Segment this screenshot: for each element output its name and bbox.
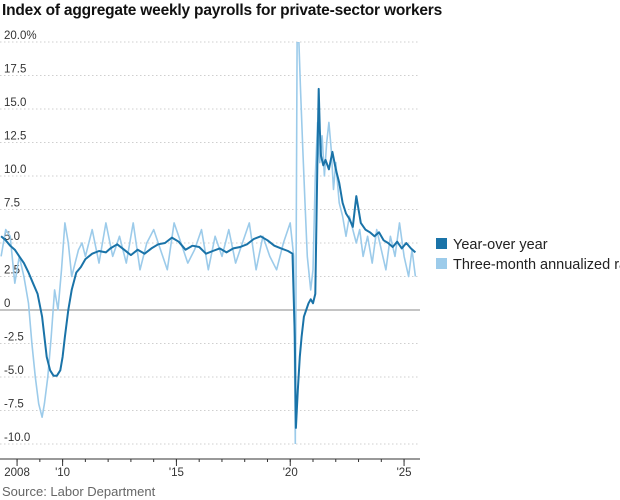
x-tick-label: 2008 — [4, 467, 30, 479]
x-axis: 2008 '10 '15 '20 '25 — [0, 458, 420, 479]
chart-title: Index of aggregate weekly payrolls for p… — [2, 2, 443, 19]
y-tick-label: -7.5 — [4, 399, 24, 411]
x-tick-label: '20 — [283, 467, 298, 479]
y-tick-label: 12.5 — [4, 131, 26, 143]
y-tick-label: 10.0 — [4, 164, 26, 176]
legend-swatch-three_month — [436, 258, 447, 269]
y-tick-label: -5.0 — [4, 365, 24, 377]
series-line-yoy — [0, 87, 417, 429]
y-tick-label: -2.5 — [4, 332, 24, 344]
legend-label-three_month: Three-month annualized rate — [453, 257, 620, 273]
y-tick-label: 7.5 — [4, 198, 20, 210]
source-note: Source: Labor Department — [2, 484, 156, 499]
x-tick-label: '25 — [397, 467, 412, 479]
series-lines — [0, 42, 417, 444]
y-tick-label: 17.5 — [4, 64, 26, 76]
legend-swatch-yoy — [436, 238, 447, 249]
y-axis-tick-labels: 20.0%17.515.012.510.07.55.02.50-2.5-5.0-… — [4, 30, 37, 444]
legend-label-yoy: Year-over year — [453, 237, 548, 253]
y-tick-label: 20.0% — [4, 30, 37, 42]
x-tick-label: '15 — [169, 467, 184, 479]
legend: Year-over year Three-month annualized rat… — [436, 237, 620, 273]
x-tick-label: '10 — [55, 467, 70, 479]
y-tick-label: 0 — [4, 298, 10, 310]
y-tick-label: 15.0 — [4, 97, 26, 109]
y-tick-label: -10.0 — [4, 432, 30, 444]
